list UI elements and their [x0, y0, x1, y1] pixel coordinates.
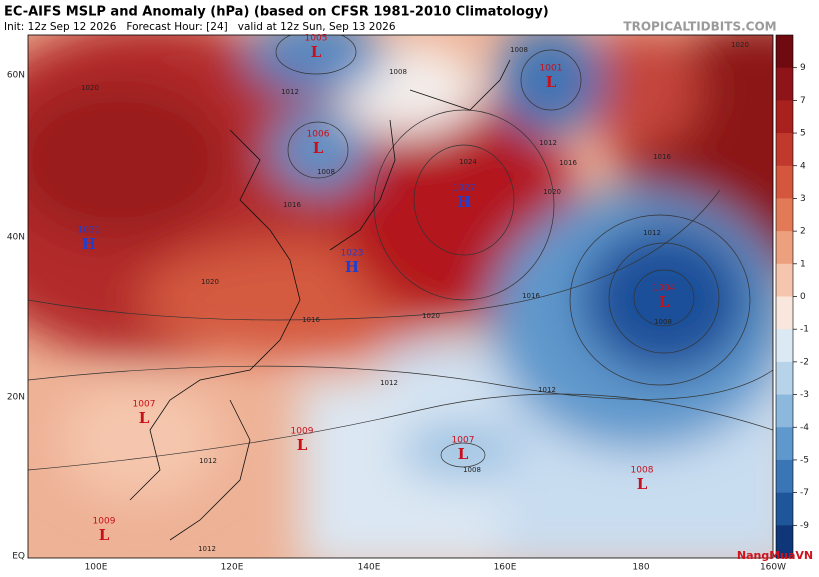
colorbar-tick-label: -9: [800, 521, 809, 531]
colorbar-tick-label: 4: [800, 161, 806, 171]
center-value: 1008: [631, 466, 654, 476]
colorbar-band: [776, 165, 793, 199]
colorbar-tick-label: 3: [800, 194, 806, 204]
colorbar-band: [776, 263, 793, 297]
coastlines: [129, 59, 511, 541]
lon-label: 100E: [85, 563, 108, 573]
title: EC-AIFS MSLP and Anomaly (hPa) (based on…: [4, 5, 549, 20]
colorbar-band: [776, 296, 793, 330]
center-value: 1009: [291, 427, 314, 437]
isobar-label: 1012: [380, 379, 398, 387]
lon-label: 180: [632, 563, 649, 573]
colorbar-band: [776, 394, 793, 428]
colorbar-tick-label: -5: [800, 455, 809, 465]
isobar-label: 1024: [459, 158, 477, 166]
anomaly-field: [28, 35, 773, 558]
colorbar-band: [776, 231, 793, 265]
center-letter: L: [311, 43, 322, 61]
watermark: TROPICALTIDBITS.COM: [623, 20, 776, 34]
lat-label: EQ: [12, 552, 25, 562]
center-value: 1007: [452, 436, 475, 446]
center-value: 1006: [307, 130, 330, 140]
map: [28, 35, 773, 558]
lon-label: 140E: [358, 563, 381, 573]
isobar-label: 1020: [543, 188, 561, 196]
center-value: 1023: [341, 249, 364, 259]
isobar-label: 1016: [522, 292, 540, 300]
isobar-label: 1016: [283, 201, 301, 209]
colorbar-tick-label: 9: [800, 63, 806, 73]
colorbar-tick-label: -7: [800, 488, 809, 498]
colorbar-band: [776, 100, 793, 134]
lat-label: 40N: [7, 233, 25, 243]
colorbar-band: [776, 492, 793, 526]
center-value: 1001: [540, 64, 563, 74]
center-letter: L: [139, 409, 150, 427]
colorbar-tick-label: 2: [800, 227, 806, 237]
isobar-label: 1012: [281, 88, 299, 96]
isobar-label: 1008: [463, 466, 481, 474]
center-letter: L: [546, 73, 557, 91]
center-value: 1004: [653, 284, 676, 294]
center-letter: H: [345, 258, 359, 276]
isobar-label: 1012: [199, 457, 217, 465]
center-letter: L: [637, 475, 648, 493]
colorbar-band: [776, 198, 793, 232]
colorbar: 9 7 5 4 3 2 1 0 -1 -2 -3 -4 -5 -7 -9: [775, 34, 809, 559]
center-value: 1031: [78, 226, 101, 236]
colorbar-tick-label: 0: [800, 292, 806, 302]
colorbar-tick-label: -3: [800, 390, 809, 400]
center-value: 1005: [305, 34, 328, 44]
center-letter: L: [458, 445, 469, 463]
isobar-label: 1012: [643, 229, 661, 237]
logo: NangMuaVN: [737, 549, 813, 562]
center-letter: L: [659, 293, 670, 311]
isobar-label: 1008: [389, 68, 407, 76]
colorbar-band: [776, 329, 793, 363]
isobar-label: 1012: [538, 386, 556, 394]
isobar-label: 1008: [317, 168, 335, 176]
lat-label: 60N: [7, 71, 25, 81]
isobars: [28, 35, 773, 471]
colorbar-band: [776, 361, 793, 396]
colorbar-band: [776, 133, 793, 167]
colorbar-band: [776, 525, 793, 559]
isobar-label: 1016: [302, 316, 320, 324]
isobar-label: 1012: [198, 545, 216, 553]
isobar-label: 1008: [510, 46, 528, 54]
isobar-label: 1020: [422, 312, 440, 320]
colorbar-tick-label: -2: [800, 357, 809, 367]
center-value: 1009: [93, 517, 116, 527]
lon-label: 160W: [760, 563, 786, 573]
isobar-label: 1020: [201, 278, 219, 286]
center-letter: H: [82, 235, 96, 253]
center-letter: L: [99, 526, 110, 544]
isobar-label: 1016: [559, 159, 577, 167]
isobar-label: 1016: [653, 153, 671, 161]
lon-label: 120E: [221, 563, 244, 573]
isobar-label: 1020: [81, 84, 99, 92]
colorbar-tick-label: -1: [800, 325, 809, 335]
colorbar-band: [776, 67, 793, 101]
center-value: 1007: [133, 400, 156, 410]
center-letter: H: [457, 193, 471, 211]
colorbar-tick-label: 5: [800, 129, 806, 139]
isobar-label: 1012: [539, 139, 557, 147]
center-value: 1027: [453, 184, 476, 194]
isobar-label: 1020: [731, 41, 749, 49]
colorbar-tick-label: 7: [800, 96, 806, 106]
lat-label: 20N: [7, 393, 25, 403]
center-letter: L: [313, 139, 324, 157]
colorbar-band: [776, 427, 793, 461]
isobar-label: 1008: [654, 318, 672, 326]
map-frame: [27, 34, 774, 559]
lon-label: 160E: [494, 563, 517, 573]
center-letter: L: [297, 436, 308, 454]
colorbar-band: [776, 459, 793, 494]
colorbar-band: [776, 35, 793, 69]
colorbar-tick-label: -4: [800, 423, 809, 433]
colorbar-tick-label: 1: [800, 259, 806, 269]
subtitle: Init: 12z Sep 12 2026 Forecast Hour: [24…: [4, 21, 396, 33]
